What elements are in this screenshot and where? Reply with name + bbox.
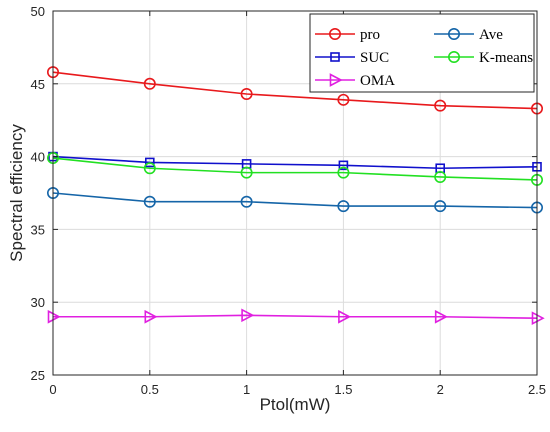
legend-item-pro: pro: [315, 27, 380, 43]
y-tick-label: 30: [31, 295, 45, 310]
series-line-ave: [52, 192, 538, 209]
data-point-pro: [143, 77, 156, 90]
x-tick-label: 0.5: [141, 382, 159, 397]
legend-item-oma: OMA: [315, 73, 395, 89]
x-tick-label: 0: [49, 382, 56, 397]
data-point-ave: [337, 200, 350, 213]
data-point-oma: [47, 309, 61, 324]
x-tick-label: 1.5: [334, 382, 352, 397]
series-layer: [46, 66, 545, 326]
y-axis-label: Spectral efficiency: [7, 124, 26, 262]
data-point-suc: [145, 157, 155, 168]
data-point-k-means: [434, 170, 447, 183]
legend-label: OMA: [360, 73, 395, 89]
legend-item-suc: SUC: [315, 50, 389, 66]
y-tick-label: 40: [31, 150, 45, 165]
data-point-ave: [240, 195, 253, 208]
series-line-suc: [52, 155, 538, 170]
legend-marker: [329, 73, 343, 87]
x-axis-label: Ptol(mW): [260, 395, 331, 414]
data-point-oma: [338, 309, 352, 324]
legend-marker: [447, 50, 460, 63]
y-tick-label: 50: [31, 4, 45, 19]
y-tick-label: 35: [31, 222, 45, 237]
series-line-pro: [52, 71, 538, 110]
series-pro: [46, 66, 543, 115]
legend: pro Ave SUC K-means OMA: [309, 13, 535, 93]
legend-item-k-means: K-means: [434, 50, 533, 66]
data-point-ave: [143, 195, 156, 208]
data-point-pro: [337, 93, 350, 106]
data-point-k-means: [337, 166, 350, 179]
data-point-pro: [240, 87, 253, 100]
legend-box: [309, 13, 535, 93]
data-point-oma: [434, 309, 448, 324]
series-oma: [47, 308, 545, 326]
series-line-k-means: [52, 157, 538, 181]
axis-ticks: 0 0.5 1 1.5 2 2.5 25 30 35 40 45 50: [31, 4, 547, 397]
legend-label: pro: [360, 27, 380, 43]
y-tick-label: 25: [31, 368, 45, 383]
legend-label: Ave: [479, 27, 503, 43]
data-point-oma: [531, 311, 545, 326]
data-point-oma: [241, 308, 255, 323]
legend-marker: [330, 52, 340, 62]
data-point-k-means: [143, 162, 156, 175]
legend-marker: [328, 27, 341, 40]
x-tick-label: 1: [243, 382, 250, 397]
legend-item-ave: Ave: [434, 27, 503, 43]
series-line-oma: [53, 314, 538, 320]
data-point-ave: [434, 200, 447, 213]
legend-label: K-means: [479, 50, 533, 66]
data-point-k-means: [240, 166, 253, 179]
legend-label: SUC: [360, 50, 389, 66]
data-point-suc: [338, 160, 349, 171]
data-point-pro: [434, 99, 447, 112]
y-tick-label: 45: [31, 77, 45, 92]
legend-marker: [447, 27, 460, 40]
data-point-oma: [144, 309, 158, 324]
x-tick-label: 2.5: [528, 382, 546, 397]
x-tick-label: 2: [437, 382, 444, 397]
plot-area-frame: [52, 10, 538, 376]
